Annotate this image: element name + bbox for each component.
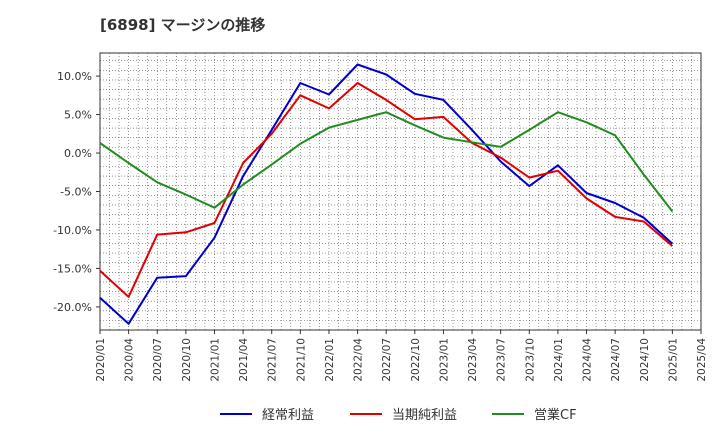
legend: 経常利益 当期純利益 営業CF bbox=[220, 407, 577, 423]
grid-layer bbox=[100, 53, 701, 330]
x-tick-label: 2024/07 bbox=[610, 338, 622, 382]
legend-label-1: 経常利益 bbox=[262, 408, 314, 423]
x-tick-label: 2021/10 bbox=[295, 338, 307, 382]
x-tick-label: 2021/01 bbox=[209, 338, 221, 382]
series-layer bbox=[99, 63, 674, 325]
y-tick-label: -10.0% bbox=[53, 224, 92, 237]
x-tick-label: 2022/07 bbox=[381, 338, 393, 382]
x-tick-label: 2020/01 bbox=[95, 338, 107, 382]
x-tick-label: 2020/04 bbox=[124, 338, 136, 382]
x-tick-label: 2025/04 bbox=[696, 338, 708, 382]
x-tick-label: 2023/10 bbox=[524, 338, 536, 382]
x-tick-label: 2023/07 bbox=[496, 338, 508, 382]
plot-frame bbox=[99, 52, 702, 331]
x-tick-label: 2020/10 bbox=[181, 338, 193, 382]
legend-label-3: 営業CF bbox=[534, 407, 577, 423]
x-tick-label: 2021/07 bbox=[267, 338, 279, 382]
y-tick-label: -5.0% bbox=[60, 186, 92, 199]
y-tick-label: 0.0% bbox=[64, 147, 92, 160]
x-tick-label: 2025/01 bbox=[667, 338, 679, 382]
x-tick-label: 2024/01 bbox=[553, 338, 565, 382]
chart-title: [6898] マージンの推移 bbox=[100, 16, 266, 34]
axis-layer: 10.0% 5.0% 0.0% -5.0% -10.0% -15.0% -20.0% 2020… bbox=[53, 52, 708, 382]
series-line-1 bbox=[99, 63, 674, 325]
y-tick-label: 5.0% bbox=[64, 109, 92, 122]
x-tick-label: 2022/01 bbox=[324, 338, 336, 382]
y-tick-label: -15.0% bbox=[53, 262, 92, 275]
y-tick-label: -20.0% bbox=[53, 301, 92, 314]
x-tick-label: 2022/04 bbox=[353, 338, 365, 382]
x-tick-label: 2021/04 bbox=[238, 338, 250, 382]
x-tick-label: 2024/10 bbox=[639, 338, 651, 382]
y-tick-label: 10.0% bbox=[57, 70, 92, 83]
x-tick-label: 2023/04 bbox=[467, 338, 479, 382]
legend-label-2: 当期純利益 bbox=[392, 408, 457, 423]
series-line-3 bbox=[99, 111, 674, 213]
series-line-2 bbox=[99, 82, 674, 298]
x-tick-label: 2024/04 bbox=[582, 338, 594, 382]
x-tick-label: 2020/07 bbox=[152, 338, 164, 382]
x-tick-label: 2022/10 bbox=[410, 338, 422, 382]
x-tick-label: 2023/01 bbox=[438, 338, 450, 382]
